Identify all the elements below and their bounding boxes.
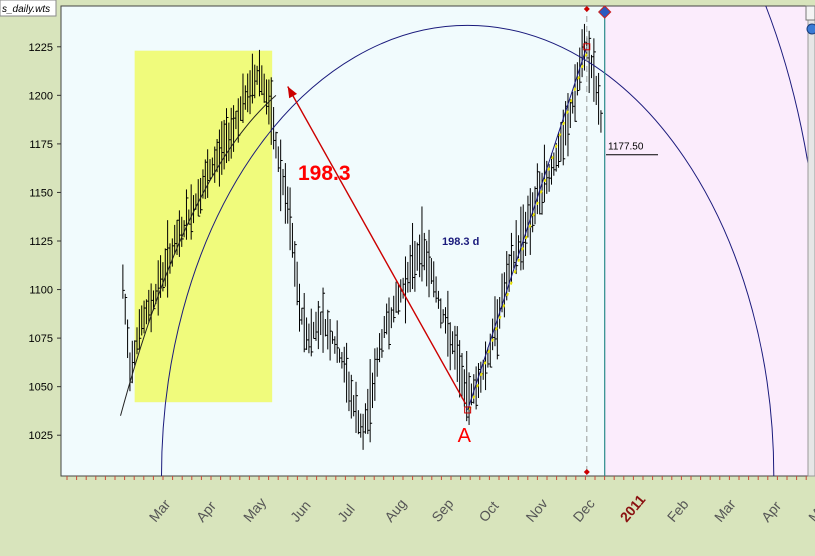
file-label-box: [0, 0, 57, 17]
y-tick-label: 1150: [29, 187, 53, 199]
y-tick-label: 1075: [29, 333, 53, 345]
y-tick-label: 1050: [29, 382, 53, 394]
future-zone: [604, 6, 808, 476]
pivot-b-marker[interactable]: [583, 43, 591, 51]
x-tick-label: May: [805, 494, 815, 525]
trend-curve: [120, 94, 277, 416]
pivot-a-marker[interactable]: [464, 406, 472, 414]
x-tick-label: Jun: [287, 497, 314, 525]
time-price-arc: [160, 25, 775, 477]
time-diamond-marker[interactable]: [598, 5, 612, 19]
x-tick-label: Mar: [711, 496, 739, 525]
y-axis: 1025 1050 1075 1100 1125 1150 1175 1200 1225: [29, 42, 61, 442]
highlight-zone: [134, 50, 273, 403]
top-marker: [583, 6, 590, 12]
bottom-marker: [583, 469, 590, 475]
days-annotation: 198.3 d: [442, 236, 479, 248]
angle-annotation: 198.3: [298, 162, 351, 185]
x-tick-label: Jul: [334, 501, 358, 525]
x-axis: Mar Apr May Jun Jul Aug Sep Oct Nov Dec 2011 Feb Mar…: [66, 476, 815, 525]
x-tick-label: 2011: [617, 491, 649, 525]
y-tick-label: 1100: [29, 285, 53, 297]
x-tick-label: Mar: [146, 496, 174, 525]
file-label: s_daily.wts: [2, 4, 50, 15]
globe-icon[interactable]: [806, 23, 815, 35]
x-tick-label: Apr: [758, 498, 784, 525]
x-tick-label: Nov: [522, 496, 550, 525]
y-tick-label: 1200: [29, 90, 53, 102]
pivot-a-label: A: [458, 425, 472, 447]
price-bars: [122, 23, 603, 450]
scroll-button[interactable]: [805, 5, 815, 21]
ab-trend-line: [467, 46, 588, 411]
angle-arrow: [287, 86, 467, 405]
secondary-arc: [765, 5, 809, 164]
angle-arrow-head: [287, 86, 298, 99]
price-annotation: 1177.50: [608, 142, 644, 153]
y-tick-label: 1175: [29, 139, 53, 151]
x-tick-label: May: [240, 494, 269, 525]
x-tick-label: Oct: [475, 498, 501, 525]
x-tick-label: Aug: [381, 496, 409, 525]
y-tick-label: 1025: [29, 430, 53, 442]
y-tick-label: 1225: [29, 42, 53, 54]
x-tick-label: Feb: [664, 496, 692, 525]
scrollbar-track[interactable]: [807, 5, 815, 477]
x-tick-label: Apr: [193, 498, 219, 525]
y-tick-label: 1125: [29, 236, 53, 248]
x-tick-label: Sep: [428, 495, 456, 525]
x-tick-label: Dec: [570, 496, 598, 525]
